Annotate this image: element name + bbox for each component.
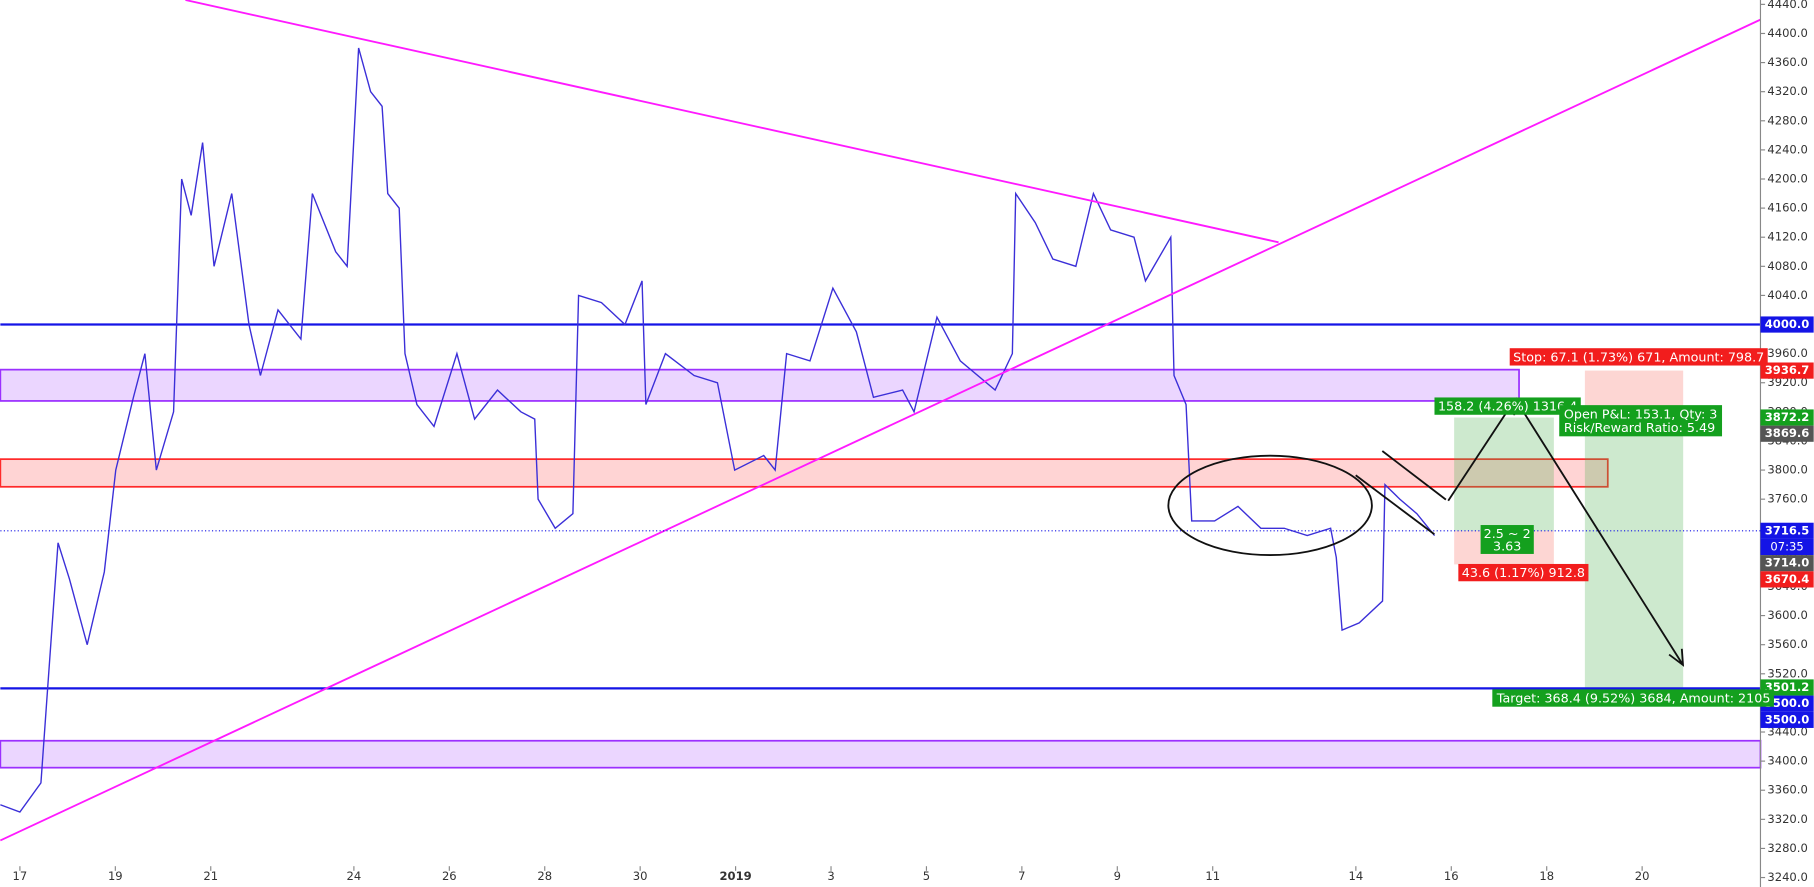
- x-tick-label: 7: [1018, 869, 1025, 883]
- target-zone: [1584, 419, 1684, 688]
- x-tick-label: 18: [1539, 869, 1554, 883]
- y-tick-label: 4040.0: [1767, 288, 1807, 302]
- y-tick-label: 3360.0: [1767, 783, 1807, 797]
- x-tick-label: 9: [1114, 869, 1121, 883]
- x-tick-label: 30: [633, 869, 648, 883]
- x-tick-label: 21: [203, 869, 218, 883]
- y-tick-label: 3960.0: [1767, 346, 1807, 360]
- price-tag: [1760, 409, 1814, 426]
- price-tag-label: 3500.0: [1765, 696, 1810, 710]
- y-tick-label: 3400.0: [1767, 754, 1807, 768]
- y-tick-label: 4360.0: [1767, 55, 1807, 69]
- countdown-bg: [1760, 538, 1814, 556]
- y-tick-label: 4240.0: [1767, 142, 1807, 156]
- stop-loss-label-bg: [1458, 563, 1589, 582]
- price-tag-label: 3716.5: [1765, 523, 1810, 537]
- target-zone: [1454, 417, 1554, 531]
- wedge-line: [1355, 474, 1435, 536]
- ratio-bg: [1480, 525, 1534, 554]
- y-tick-label: 3760.0: [1767, 492, 1807, 506]
- y-tick-label: 4320.0: [1767, 84, 1807, 98]
- price-tag-label: 3872.2: [1765, 410, 1810, 424]
- price-tag: [1760, 425, 1814, 442]
- y-tick-label: 3560.0: [1767, 637, 1807, 651]
- x-tick-label: 20: [1635, 869, 1650, 883]
- y-tick-label: 3320.0: [1767, 812, 1807, 826]
- y-tick-label: 4280.0: [1767, 113, 1807, 127]
- labels: 4000.0 3936.7 3872.2 3869.6 3716.5 07:35 3714.…: [1434, 316, 1814, 728]
- price-tag: [1760, 316, 1814, 333]
- drawings-under: [0, 323, 1762, 769]
- y-tick-label: 3520.0: [1767, 666, 1807, 680]
- y-tick-label: 3800.0: [1767, 463, 1807, 477]
- x-tick-label: 14: [1349, 869, 1364, 883]
- ratio-label: 3.63: [1493, 539, 1521, 554]
- y-tick-label: 3920.0: [1767, 375, 1807, 389]
- stop-label-bg: [1509, 348, 1768, 366]
- price-tag: [1760, 711, 1814, 728]
- x-tick-label: 16: [1444, 869, 1459, 883]
- price-tag: [1760, 522, 1814, 539]
- target-label-bg: [1434, 397, 1581, 415]
- y-tick-label: 4120.0: [1767, 230, 1807, 244]
- price-line: [0, 47, 1436, 813]
- trendline: [0, 18, 1761, 842]
- target-amount-label: Target: 368.4 (9.52%) 3684, Amount: 2105: [1496, 691, 1771, 706]
- price-tag-label: 3714.0: [1765, 556, 1810, 570]
- price-tag-label: 3936.7: [1765, 363, 1810, 377]
- x-tick-label: 17: [13, 869, 28, 883]
- pnl-label: Open P&L: 153.1, Qty: 3: [1564, 406, 1718, 421]
- x-tick-label: 5: [923, 869, 930, 883]
- ratio-label: 2.5 ~ 2: [1484, 526, 1531, 541]
- x-tick-label: 11: [1205, 869, 1220, 883]
- pnl-bg: [1559, 405, 1723, 437]
- x-tick-label: 2019: [720, 869, 752, 883]
- wedge-line: [1381, 450, 1447, 501]
- price-tag: [1760, 571, 1814, 588]
- price-tag-label: 3670.4: [1765, 572, 1810, 586]
- x-tick-label: 28: [537, 869, 552, 883]
- zone: [0, 368, 1520, 402]
- target-amount-label-bg: [1492, 689, 1774, 707]
- target-label: 158.2 (4.26%) 1316.4: [1438, 399, 1577, 414]
- zone: [0, 739, 1762, 769]
- trendline: [185, 0, 1279, 244]
- arrow: [1514, 398, 1685, 667]
- stop-loss-label: 43.6 (1.17%) 912.8: [1462, 565, 1585, 580]
- y-tick-label: 4400.0: [1767, 26, 1807, 40]
- price-tag-label: 3869.6: [1765, 426, 1810, 440]
- y-tick-label: 3440.0: [1767, 725, 1807, 739]
- y-tick-label: 4080.0: [1767, 259, 1807, 273]
- x-tick-label: 19: [108, 869, 123, 883]
- y-tick-label: 4440.0: [1767, 0, 1807, 11]
- price-tag-label: 3501.2: [1765, 680, 1810, 694]
- x-tick-label: 24: [347, 869, 362, 883]
- price-tag: [1760, 362, 1814, 379]
- y-tick-label: 4160.0: [1767, 201, 1807, 215]
- countdown: 07:35: [1770, 540, 1803, 554]
- rr-label: Risk/Reward Ratio: 5.49: [1564, 420, 1715, 435]
- y-tick-label: 3600.0: [1767, 608, 1807, 622]
- x-tick-label: 26: [442, 869, 457, 883]
- price-tag: [1760, 555, 1814, 572]
- ellipse: [1167, 454, 1373, 557]
- stop-label: Stop: 67.1 (1.73%) 671, Amount: 798.7: [1513, 349, 1764, 364]
- x-tick-label: 3: [827, 869, 834, 883]
- price-tag-label: 4000.0: [1765, 317, 1810, 331]
- zone: [0, 458, 1609, 488]
- price-tag-label: 3500.0: [1765, 712, 1810, 726]
- y-tick-label: 3240.0: [1767, 870, 1807, 884]
- y-tick-label: 4200.0: [1767, 172, 1807, 186]
- y-tick-label: 3280.0: [1767, 841, 1807, 855]
